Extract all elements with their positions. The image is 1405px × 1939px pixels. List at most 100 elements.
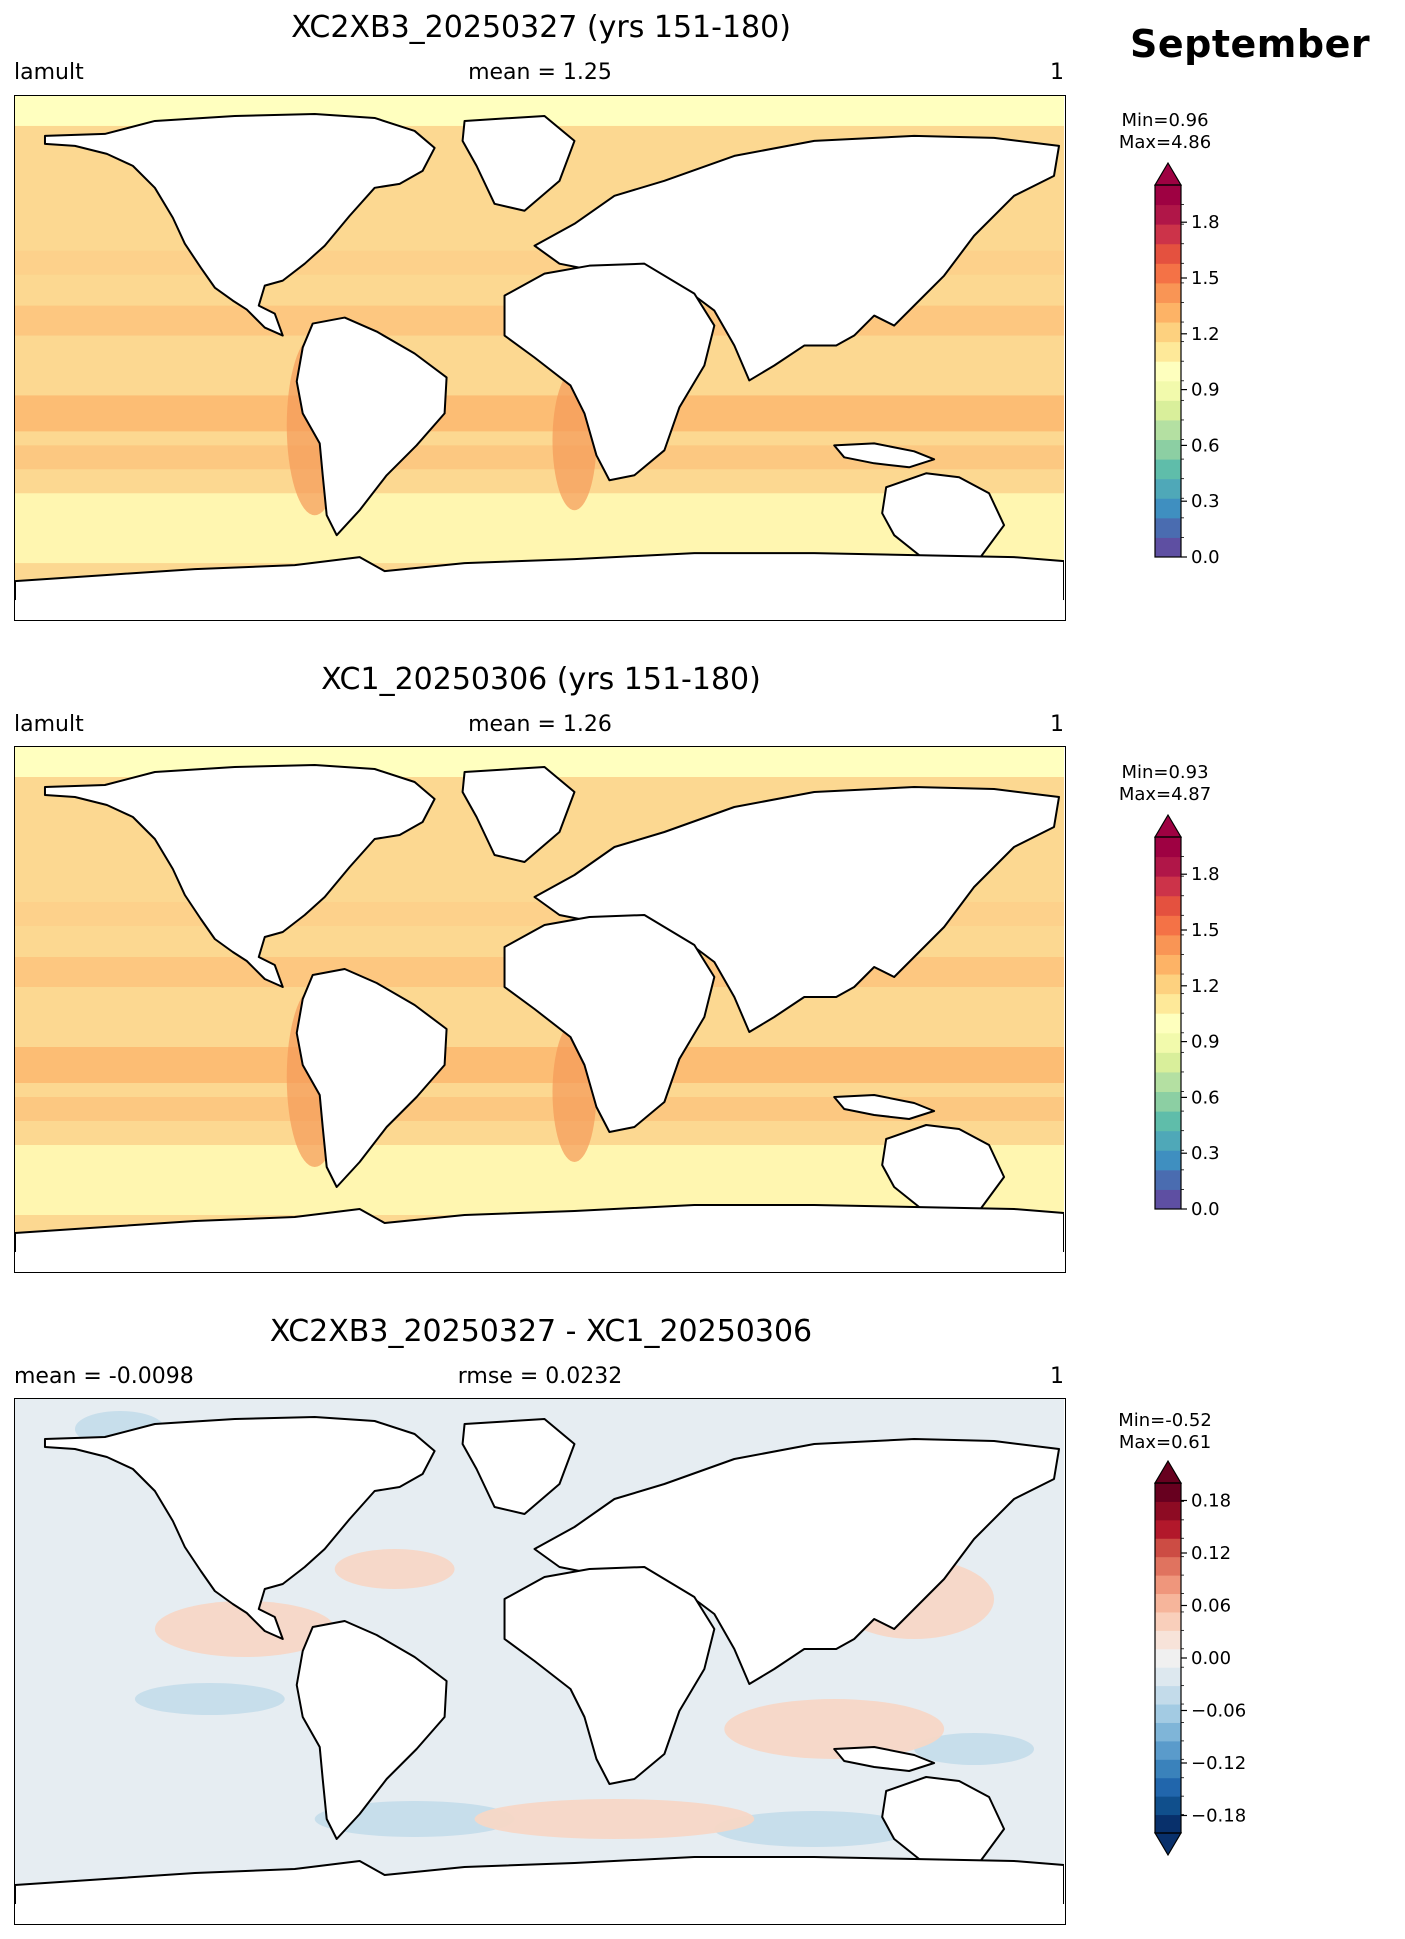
colorbar-swatch: [1155, 1704, 1181, 1723]
colorbar-swatch: [1155, 361, 1181, 382]
colorbar-swatch: [1155, 1013, 1181, 1034]
colorbar-outline: [1154, 184, 1182, 558]
colorbar-tick-label: 0.00: [1191, 1648, 1231, 1669]
land-north-america: [43, 1416, 436, 1640]
diff-positive-patch-1: [724, 1699, 945, 1759]
colorbar-tick-label: 0.0: [1191, 1199, 1220, 1220]
panel-2-left-label: lamult: [14, 712, 84, 737]
diff-negative-patch-5: [134, 1683, 285, 1715]
colorbar-tick-label: 0.12: [1191, 1543, 1231, 1564]
land-south-america: [295, 968, 448, 1188]
panel-3-rmse-label: rmse = 0.0232: [457, 1364, 623, 1389]
land-greenland: [461, 766, 576, 863]
colorbar-swatch: [1155, 1052, 1181, 1073]
colorbar-swatch: [1155, 1759, 1181, 1779]
land-south-america: [295, 316, 448, 537]
colorbar-swatch: [1155, 993, 1181, 1014]
colorbar-tick-label: 1.8: [1191, 864, 1220, 885]
ocean-band-1: [15, 395, 1064, 432]
colorbar-swatch: [1155, 1777, 1181, 1797]
colorbar-swatch: [1155, 224, 1181, 245]
colorbar-tick-label: 1.8: [1191, 212, 1220, 233]
colorbar-swatch: [1155, 915, 1181, 936]
colorbar-swatch: [1155, 1685, 1181, 1705]
month-title: September: [1130, 22, 1371, 66]
colorbar-tick-label: −0.18: [1191, 1806, 1246, 1827]
panel-2-right-label: 1: [1050, 712, 1064, 737]
colorbar-tick-label: 0.6: [1191, 1087, 1220, 1108]
colorbar-tick-label: 0.18: [1191, 1491, 1231, 1512]
colorbar-swatch: [1155, 439, 1181, 460]
colorbar-swatch: [1155, 1071, 1181, 1093]
colorbar-extend-high: [1153, 161, 1183, 186]
colorbar-swatch: [1155, 322, 1181, 343]
colorbar-swatch: [1155, 837, 1181, 858]
colorbar-swatch: [1155, 1556, 1181, 1576]
colorbar-swatch: [1155, 1611, 1181, 1631]
land-north-america: [43, 764, 436, 988]
colorbar-swatch: [1155, 263, 1181, 284]
colorbar-swatch: [1155, 1130, 1181, 1151]
panel-3-title: XC2XB3_20250327 - XC1_20250306: [269, 1314, 813, 1349]
colorbar-swatch: [1155, 1740, 1181, 1760]
land-africa: [503, 1566, 716, 1785]
diff-negative-patch-4: [914, 1733, 1035, 1765]
diff-positive-patch-4: [334, 1549, 455, 1589]
colorbar-tick-label: 1.2: [1191, 976, 1220, 997]
colorbar-swatch: [1155, 934, 1181, 955]
colorbar-swatch: [1155, 478, 1181, 499]
colorbar-tick-label: 0.9: [1191, 1032, 1220, 1053]
colorbar-swatch: [1155, 459, 1181, 480]
land-indonesia: [833, 442, 936, 469]
colorbar-tick-label: 1.5: [1191, 268, 1220, 289]
colorbar-extend-low: [1153, 1832, 1183, 1857]
colorbar-swatch: [1155, 537, 1181, 558]
panel-1-map: [14, 95, 1066, 621]
colorbar-swatch: [1155, 204, 1181, 225]
panel-1-title: XC2XB3_20250327 (yrs 151-180): [291, 10, 791, 45]
colorbar-tick-label: 0.0: [1191, 547, 1220, 568]
colorbar-swatch: [1155, 1483, 1181, 1502]
land-indonesia: [833, 1094, 936, 1120]
colorbar-outline: [1154, 836, 1182, 1210]
colorbar-swatch: [1155, 185, 1181, 206]
colorbar-swatch: [1155, 1032, 1181, 1053]
colorbar-tick-label: −0.12: [1191, 1753, 1246, 1774]
panel-2-map: [14, 746, 1066, 1273]
antarctic-fill: [15, 600, 1064, 619]
colorbar-tick-label: 0.3: [1191, 1143, 1220, 1164]
colorbar-swatch: [1155, 1630, 1181, 1650]
colorbar-swatch: [1155, 517, 1181, 538]
colorbar-swatch: [1155, 380, 1181, 401]
colorbar-swatch: [1155, 1519, 1181, 1539]
diff-positive-patch-0: [154, 1601, 335, 1657]
colorbar-tick-label: 1.5: [1191, 920, 1220, 941]
colorbar-extend-high: [1153, 813, 1183, 838]
panel-1-left-label: lamult: [14, 60, 84, 85]
colorbar-tick-label: 0.9: [1191, 380, 1220, 401]
colorbar-swatch: [1155, 1814, 1181, 1834]
panel-1-mean-label: mean = 1.25: [468, 60, 612, 85]
diff-negative-patch-3: [714, 1811, 915, 1847]
colorbar-swatch: [1155, 282, 1181, 303]
panel-3-max-text: Max=0.61: [1118, 1432, 1212, 1453]
colorbar-swatch: [1155, 1091, 1181, 1112]
panel-3-mean-label: mean = -0.0098: [14, 1364, 194, 1389]
colorbar-swatch: [1155, 1538, 1181, 1558]
colorbar-tick-label: 0.3: [1191, 491, 1220, 512]
colorbar-swatch: [1155, 1189, 1181, 1210]
colorbar-swatch: [1155, 1111, 1181, 1132]
colorbar-swatch: [1155, 1796, 1181, 1816]
colorbar-extend-high: [1153, 1459, 1183, 1484]
land-north-america: [43, 112, 436, 337]
ocean-band-2: [15, 445, 1064, 470]
diff-negative-patch-2: [314, 1801, 515, 1837]
colorbar-tick-label: 1.2: [1191, 324, 1220, 345]
panel-2-mean-label: mean = 1.26: [468, 712, 612, 737]
panel-1-min-text: Min=0.96: [1121, 110, 1209, 131]
ocean-band-1: [15, 1047, 1064, 1083]
colorbar-swatch: [1155, 1169, 1181, 1190]
colorbar-swatch: [1155, 400, 1181, 421]
colorbar-tick-label: −0.06: [1191, 1701, 1246, 1722]
antarctic-fill: [15, 1904, 1064, 1923]
